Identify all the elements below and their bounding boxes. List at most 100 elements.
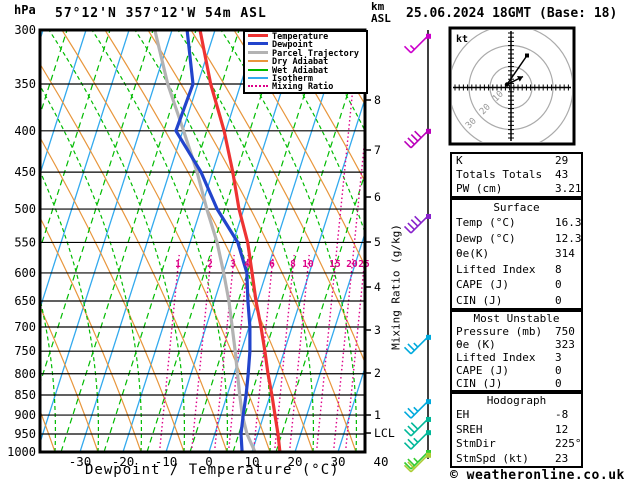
temp-tick-label: -20 — [112, 454, 135, 469]
pressure-axis-unit: hPa — [14, 3, 36, 17]
mixing-ratio-line — [273, 254, 295, 452]
wind-barb-tick — [403, 461, 412, 470]
km-tick-label: 3 — [374, 323, 381, 337]
dry-adiabat-line — [40, 62, 228, 452]
wind-barb-half-tick — [413, 406, 419, 412]
pressure-tick-label: 650 — [14, 294, 36, 308]
temp-tick-label: 40 — [373, 454, 388, 469]
mixing-ratio-line — [252, 254, 274, 452]
stats-row: StmSpd (kt) 23 — [452, 452, 581, 466]
stats-label: CAPE (J) — [456, 364, 509, 377]
legend-label: Isotherm — [272, 73, 313, 84]
isotherm-line — [40, 30, 173, 445]
km-tick-label: 4 — [374, 280, 381, 294]
wind-barb-half-tick — [409, 44, 415, 50]
temp-tick-label: 0 — [205, 454, 213, 469]
stats-row: θe (K) 323 — [452, 338, 581, 351]
isotherm-line — [208, 30, 345, 452]
pressure-tick-label: 500 — [14, 202, 36, 216]
stats-row: CAPE (J) 0 — [452, 364, 581, 377]
pressure-tick-label: 600 — [14, 266, 36, 280]
stats-value: 314 — [555, 247, 575, 261]
wind-barb-tick — [410, 219, 419, 227]
isotherm-line — [337, 365, 365, 452]
wet-adiabat-line — [177, 30, 315, 452]
pressure-tick-label: 550 — [14, 235, 36, 249]
chart-legend: Temperature Dewpoint Parcel Trajectory Dry … — [243, 30, 368, 94]
stats-row: CAPE (J) 0 — [452, 277, 581, 292]
hodograph-ring-label: 30 — [464, 116, 479, 131]
stats-value: 0 — [555, 293, 562, 307]
dry-adiabat-line — [406, 30, 445, 452]
altitude-unit-asl: ASL — [371, 12, 391, 25]
stats-section-header: Surface — [493, 201, 540, 214]
temp-tick-label: 10 — [244, 454, 259, 469]
legend-label: Parcel Trajectory — [272, 48, 359, 59]
pressure-tick-label: 850 — [14, 388, 36, 402]
stats-value: 43 — [555, 168, 569, 181]
hodograph-vector — [506, 55, 528, 85]
wind-barb-tick — [414, 130, 422, 139]
stats-value: 750 — [555, 325, 575, 338]
stats-label: θe (K) — [456, 338, 496, 351]
stats-label: Lifted Index — [456, 351, 536, 364]
legend-swatch-solid — [248, 76, 268, 79]
legend-label: Dewpoint — [272, 40, 313, 51]
dewpoint-curve — [174, 30, 252, 452]
wind-barb-tick — [407, 438, 415, 447]
km-tick-label: 5 — [374, 235, 381, 249]
pressure-tick-label: 700 — [14, 320, 36, 334]
wind-barb-tick — [410, 133, 419, 142]
mixing-ratio-value-label: 20 — [346, 259, 358, 270]
wind-barb-feather — [410, 431, 429, 450]
stats-row: Totals Totals 43 — [452, 168, 581, 182]
mixing-ratio-line — [190, 254, 212, 452]
stats-row: CIN (J) 0 — [452, 293, 581, 308]
stats-row: Lifted Index 3 — [452, 351, 581, 364]
temp-tick-label: -10 — [155, 454, 178, 469]
wind-barb-tick — [403, 442, 412, 450]
mixing-ratio-value-label: 4 — [244, 259, 250, 270]
temperature-curve — [198, 30, 282, 452]
wind-barb-tick — [403, 411, 412, 419]
pressure-tick-label: 350 — [14, 77, 36, 91]
stats-value: 12.3 — [555, 231, 582, 245]
isotherm-line — [40, 30, 87, 177]
wind-barb-dot — [426, 213, 431, 219]
stats-label: PW (cm) — [456, 182, 503, 195]
km-tick-label: 7 — [374, 143, 381, 157]
temp-tick-label: 30 — [330, 454, 345, 469]
pressure-tick-label: 900 — [14, 408, 36, 422]
stats-value: -8 — [555, 408, 569, 422]
pressure-tick-label: 400 — [14, 124, 36, 138]
stats-box-indices: K 29 Totals Totals 43 PW (cm) 3.21 — [450, 152, 583, 198]
wind-barb-feather — [410, 215, 429, 234]
altitude-unit-km: km — [371, 0, 385, 13]
stats-label: CIN (J) — [456, 293, 503, 307]
stats-label: Pressure (mb) — [456, 325, 543, 338]
stats-row: Temp (°C) 16.3 — [452, 215, 582, 230]
stats-value: 323 — [555, 338, 575, 351]
temp-tick-label: -30 — [69, 454, 92, 469]
wind-barb-tick — [414, 215, 422, 224]
wind-barb-tick — [403, 428, 412, 437]
stats-label: Totals Totals — [456, 168, 543, 181]
mixing-ratio-value-label: 1 — [175, 259, 181, 270]
legend-item: Parcel Trajectory — [245, 50, 366, 58]
stats-row: PW (cm) 3.21 — [452, 182, 582, 196]
dry-adiabat-line — [40, 136, 185, 452]
wind-barb-tick — [407, 407, 415, 416]
stats-label: CAPE (J) — [456, 278, 509, 292]
stats-section-header: Most Unstable — [473, 312, 560, 325]
km-tick-label: 2 — [374, 366, 381, 380]
pressure-tick-label: 450 — [14, 165, 36, 179]
hodograph-unit-label: kt — [456, 34, 468, 45]
mixing-ratio-value-label: 8 — [290, 259, 296, 270]
wind-barb-tick — [403, 225, 412, 234]
stats-value: 0 — [555, 377, 562, 390]
wind-barb-dot — [426, 128, 431, 134]
legend-swatch-solid — [248, 60, 268, 63]
wind-barb-tick — [407, 222, 415, 231]
mixing-ratio-value-label: 2 — [207, 259, 213, 270]
